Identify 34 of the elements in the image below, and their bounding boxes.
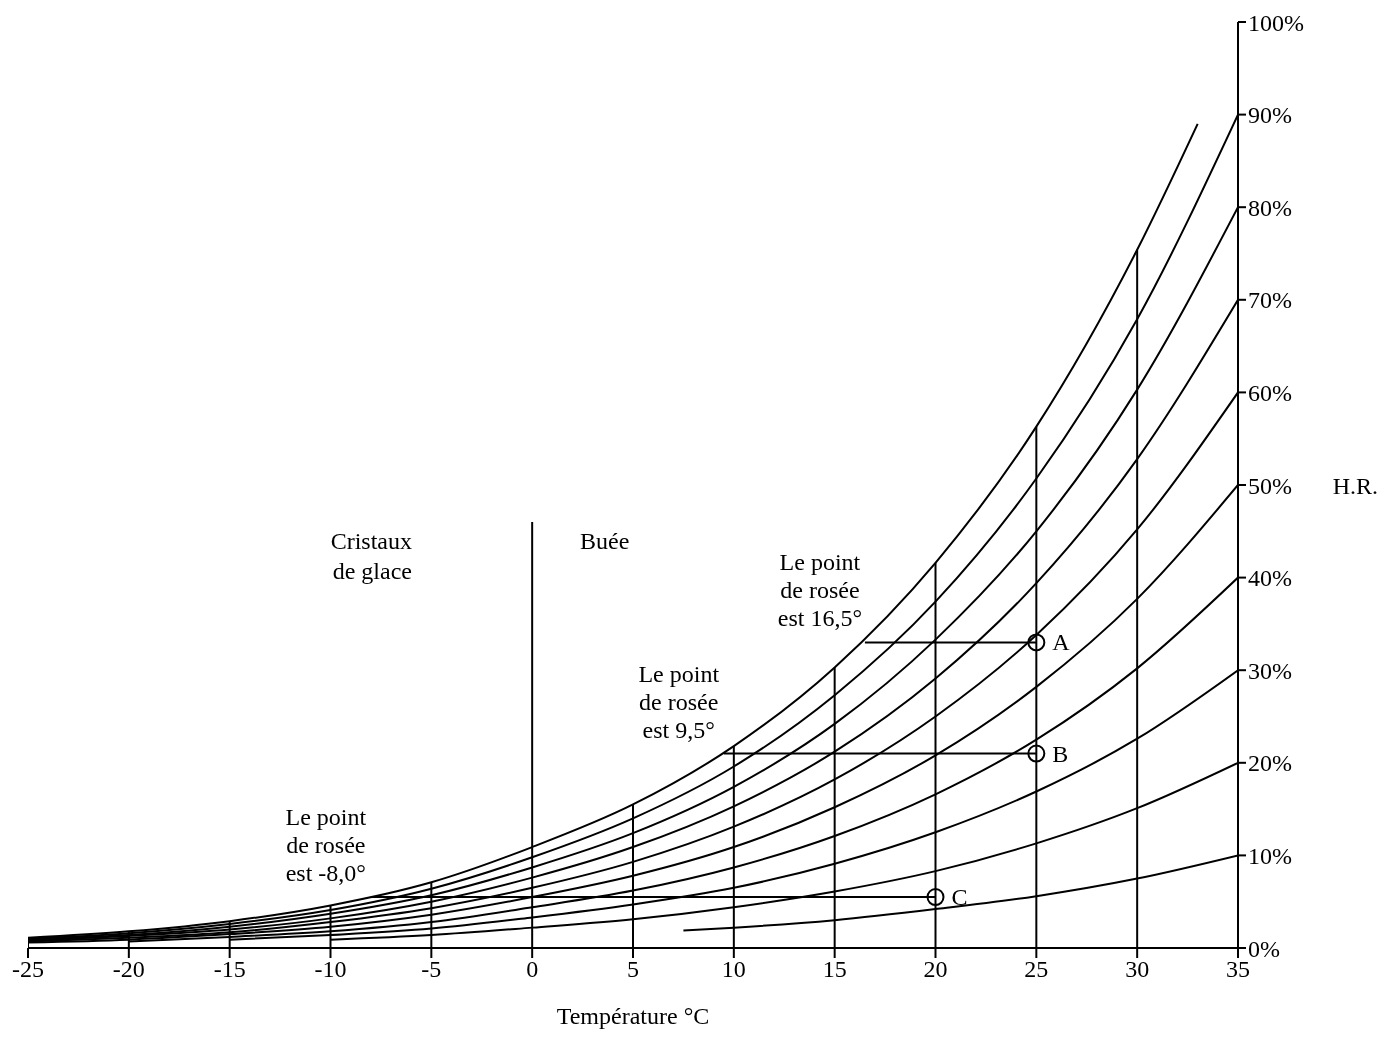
annotation: Cristaux de glace — [330, 527, 412, 586]
x-tick-label: 5 — [627, 956, 639, 983]
y-tick-label: 10% — [1248, 842, 1292, 869]
x-tick-label: 10 — [721, 956, 746, 983]
x-tick-label: 30 — [1125, 956, 1150, 983]
annotation: Le point de rosée est 16,5° — [777, 549, 863, 632]
y-tick-label: 90% — [1248, 102, 1292, 129]
annotation: Buée — [580, 527, 630, 556]
y-tick-label: 30% — [1248, 657, 1292, 684]
annotation: Le point de rosée est 9,5° — [638, 660, 720, 743]
x-tick-label: 20 — [923, 956, 948, 983]
y-tick-label: 80% — [1248, 194, 1292, 221]
y-tick-label: 50% — [1248, 472, 1292, 499]
y-tick-label: 0% — [1248, 935, 1280, 962]
annotation: A — [1052, 629, 1071, 656]
y-tick-label: 20% — [1248, 750, 1292, 777]
annotation: B — [1052, 740, 1069, 767]
y-tick-label: 60% — [1248, 379, 1292, 406]
annotation: Le point de rosée est -8,0° — [285, 804, 367, 887]
x-axis-title: Température °C — [556, 1003, 710, 1029]
y-tick-label: 40% — [1248, 565, 1292, 592]
x-tick-label: -25 — [12, 956, 44, 983]
x-tick-label: -5 — [421, 956, 442, 983]
x-tick-label: -10 — [314, 956, 347, 983]
y-axis-title: H.R. — [1332, 472, 1378, 499]
annotation: C — [951, 884, 968, 911]
x-tick-label: 25 — [1024, 956, 1049, 983]
y-tick-label: 100% — [1248, 9, 1304, 36]
x-tick-label: -15 — [213, 956, 246, 983]
x-tick-label: 0 — [526, 956, 539, 983]
y-tick-label: 70% — [1248, 287, 1292, 314]
x-tick-label: 35 — [1226, 956, 1250, 983]
x-tick-label: -20 — [112, 956, 145, 983]
x-tick-label: 15 — [822, 956, 847, 983]
